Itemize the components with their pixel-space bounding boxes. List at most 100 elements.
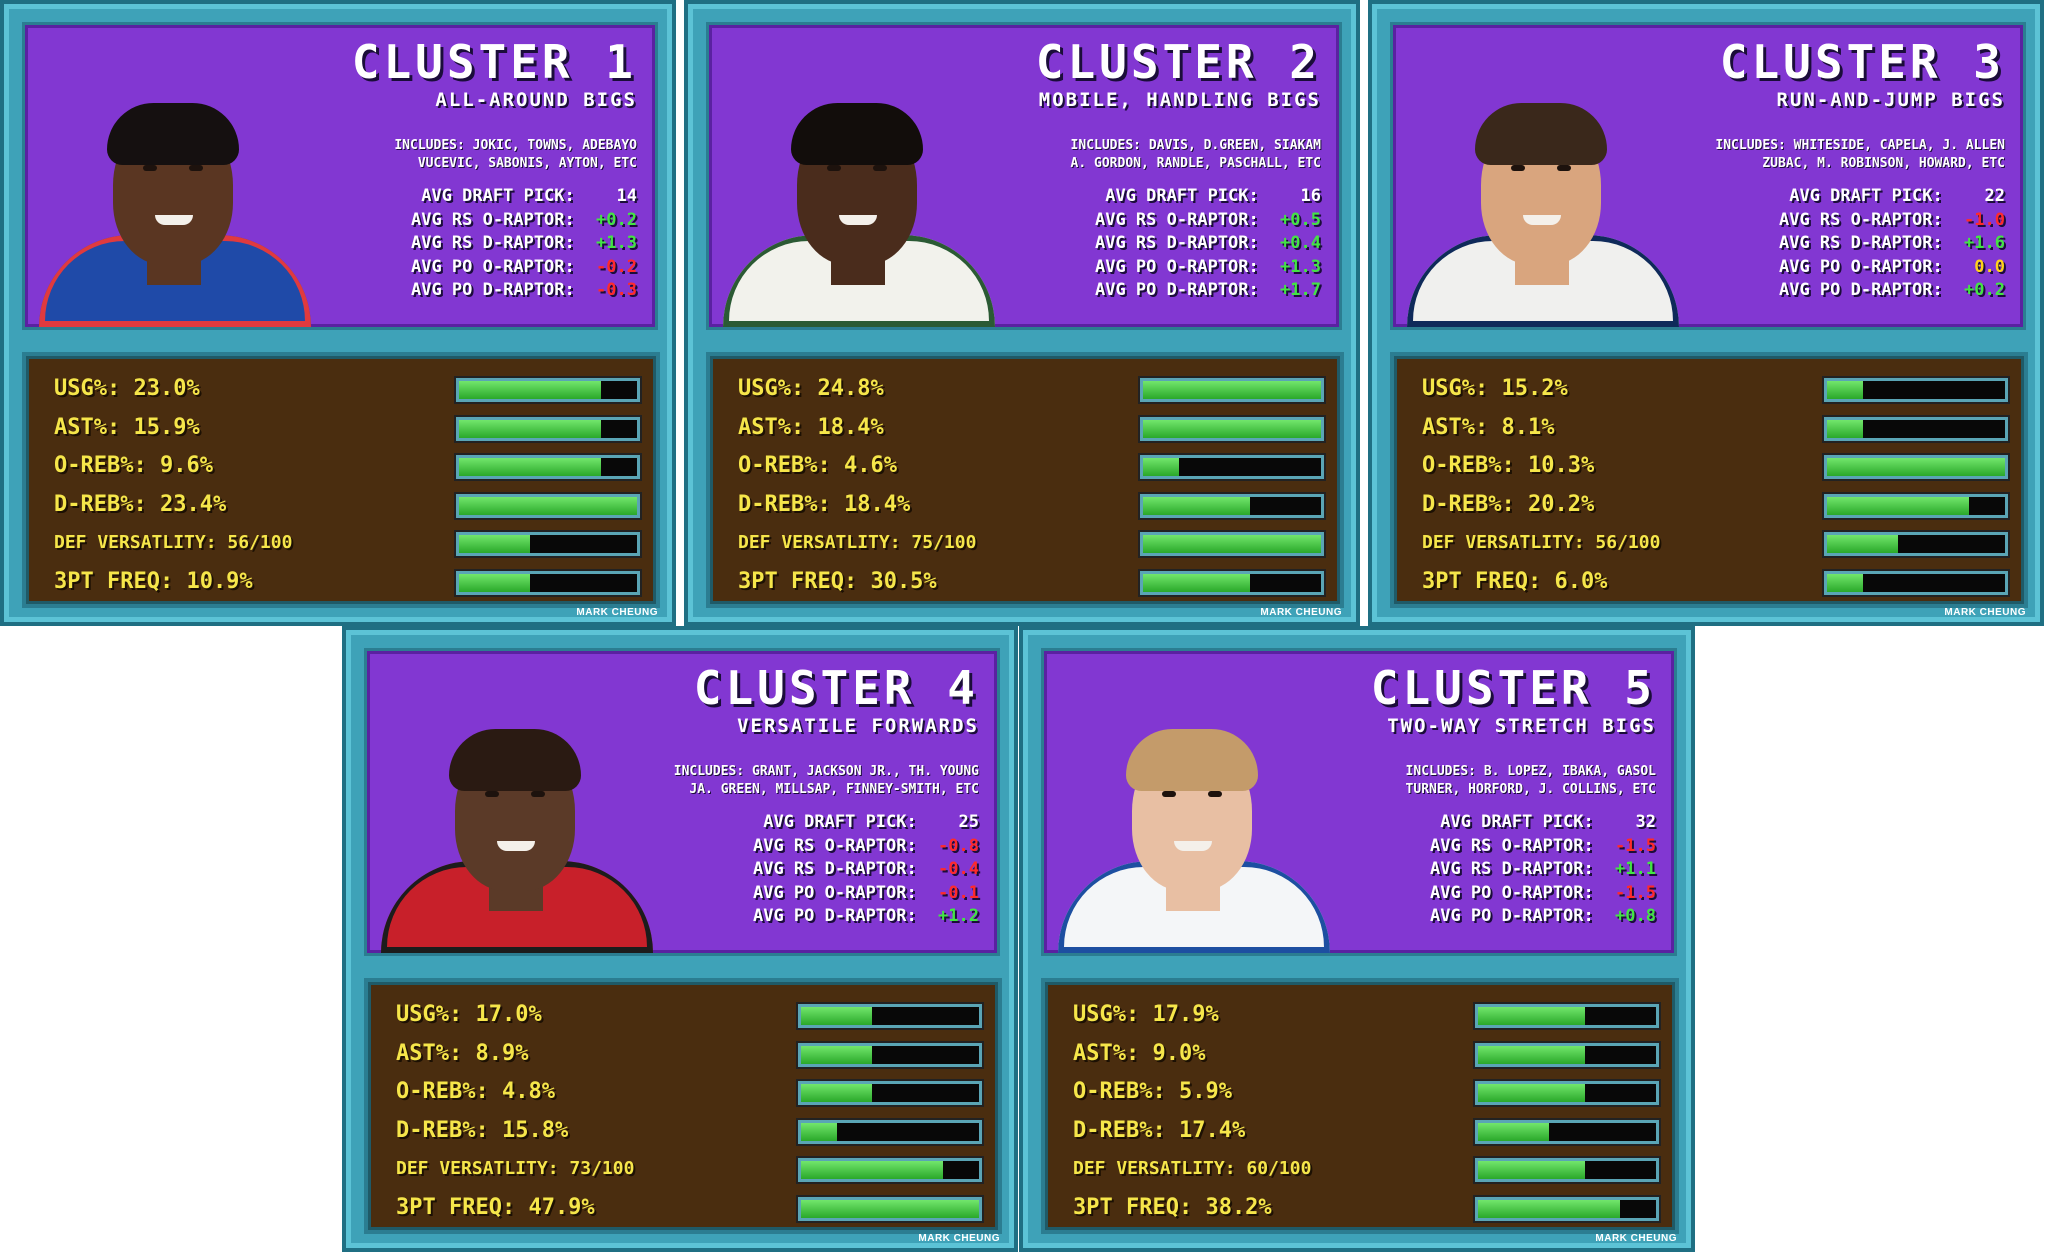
po-d-raptor-row: AVG PO D-RAPTOR: -0.3 — [411, 279, 637, 303]
metric-row: USG%: 15.2% — [1422, 374, 2012, 404]
rs-d-raptor-value: +1.3 — [596, 233, 637, 253]
eye-right — [1557, 165, 1571, 171]
cluster-subtitle: ALL-AROUND BIGS — [435, 89, 637, 111]
metric-bar-fill — [801, 1122, 837, 1141]
player-photo — [39, 95, 311, 327]
metric-bar-fill — [1478, 1122, 1550, 1141]
smile — [1174, 841, 1212, 851]
po-d-raptor-row: AVG PO D-RAPTOR: +0.2 — [1779, 279, 2005, 303]
draft-pick-label: AVG DRAFT PICK: — [1789, 186, 1943, 206]
eye-right — [531, 791, 545, 797]
metric-bar — [1475, 1042, 1659, 1067]
rs-d-raptor-label: AVG RS D-RAPTOR: — [752, 859, 917, 879]
metric-label: D-REB%: 20.2% — [1422, 491, 1595, 517]
metric-row: DEF VERSATLITY: 56/100 — [54, 528, 644, 558]
rs-d-raptor-row: AVG RS D-RAPTOR: +1.3 — [411, 232, 637, 256]
metric-label: D-REB%: 17.4% — [1073, 1117, 1246, 1143]
po-o-raptor-value: -0.2 — [596, 256, 637, 277]
metric-bar-fill — [459, 419, 602, 438]
cluster-card-5: CLUSTER 5 TWO-WAY STRETCH BIGS INCLUDES:… — [1019, 626, 1695, 1252]
metric-bar — [798, 1158, 982, 1182]
metric-label: 3PT FREQ: 6.0% — [1422, 568, 1608, 594]
rs-d-raptor-row: AVG RS D-RAPTOR: +0.4 — [1095, 232, 1321, 256]
rs-d-raptor-value: +1.6 — [1964, 233, 2005, 253]
eye-right — [873, 165, 887, 171]
metric-label: D-REB%: 15.8% — [396, 1117, 569, 1143]
po-d-raptor-row: AVG PO D-RAPTOR: +1.2 — [753, 905, 979, 929]
metric-bar — [1824, 378, 2008, 402]
po-o-raptor-label: AVG PO O-RAPTOR: — [752, 882, 917, 903]
smile — [839, 215, 877, 225]
metric-bar-fill — [459, 496, 637, 515]
draft-pick-label: AVG DRAFT PICK: — [1105, 186, 1259, 206]
metric-bar — [1824, 455, 2008, 479]
metric-row: 3PT FREQ: 10.9% — [54, 567, 644, 597]
eye-right — [189, 165, 203, 171]
includes-list: INCLUDES: B. LOPEZ, IBAKA, GASOL TURNER,… — [1406, 763, 1656, 799]
rs-d-raptor-label: AVG RS D-RAPTOR: — [410, 233, 575, 253]
metric-bar — [1824, 532, 2008, 556]
rs-o-raptor-label: AVG RS O-RAPTOR: — [410, 209, 575, 230]
rs-o-raptor-label: AVG RS O-RAPTOR: — [752, 835, 917, 856]
metric-label: AST%: 8.9% — [396, 1040, 529, 1066]
metric-row: O-REB%: 9.6% — [54, 451, 644, 481]
metric-bar-fill — [1827, 458, 2005, 476]
metrics-panel: USG%: 24.8% AST%: 18.4% O-REB%: 4.6% D-REB%… — [706, 352, 1344, 608]
metric-row: USG%: 23.0% — [54, 374, 644, 404]
cluster-header-panel: CLUSTER 4 VERSATILE FORWARDS INCLUDES: G… — [364, 648, 1000, 956]
metric-row: D-REB%: 23.4% — [54, 490, 644, 520]
po-d-raptor-label: AVG PO D-RAPTOR: — [1778, 280, 1943, 300]
includes-line-2: TURNER, HORFORD, J. COLLINS, ETC — [1405, 782, 1656, 797]
raptor-stats: AVG DRAFT PICK: 14 AVG RS O-RAPTOR: +0.2… — [411, 185, 637, 303]
metric-label: AST%: 8.1% — [1422, 414, 1555, 440]
metric-label: 3PT FREQ: 38.2% — [1073, 1194, 1272, 1220]
includes-list: INCLUDES: GRANT, JACKSON JR., TH. YOUNG … — [674, 763, 979, 799]
metric-row: 3PT FREQ: 6.0% — [1422, 567, 2012, 597]
metric-bar — [1824, 570, 2008, 595]
metric-row: USG%: 17.0% — [396, 1000, 986, 1030]
metric-bar-fill — [459, 535, 531, 553]
po-d-raptor-row: AVG PO D-RAPTOR: +1.7 — [1095, 279, 1321, 303]
metric-bar — [1475, 1119, 1659, 1144]
mouth — [497, 841, 535, 851]
includes-line-1: INCLUDES: B. LOPEZ, IBAKA, GASOL — [1405, 764, 1656, 779]
metric-label: D-REB%: 23.4% — [54, 491, 227, 517]
metric-bar-fill — [801, 1161, 944, 1179]
metric-label: USG%: 15.2% — [1422, 376, 1568, 401]
rs-o-raptor-row: AVG RS O-RAPTOR: -1.0 — [1779, 209, 2005, 233]
metric-row: AST%: 8.1% — [1422, 413, 2012, 443]
smile — [155, 215, 193, 225]
draft-pick-label: AVG DRAFT PICK: — [421, 186, 575, 206]
po-d-raptor-label: AVG PO D-RAPTOR: — [1094, 280, 1259, 300]
metric-label: 3PT FREQ: 30.5% — [738, 568, 937, 594]
eye-right — [1208, 791, 1222, 797]
author-credit: MARK CHEUNG — [1944, 607, 2026, 618]
rs-o-raptor-value: -1.0 — [1964, 209, 2005, 230]
metric-label: D-REB%: 18.4% — [738, 491, 911, 517]
po-d-raptor-label: AVG PO D-RAPTOR: — [410, 280, 575, 300]
metric-bar-fill — [1143, 458, 1179, 476]
hair-shape — [107, 103, 239, 165]
draft-pick-value: 25 — [958, 812, 979, 832]
po-d-raptor-row: AVG PO D-RAPTOR: +0.8 — [1430, 905, 1656, 929]
metric-bar — [456, 416, 640, 441]
metric-row: DEF VERSATLITY: 75/100 — [738, 528, 1328, 558]
cluster-header-panel: CLUSTER 1 ALL-AROUND BIGS INCLUDES: JOKI… — [22, 22, 658, 330]
metric-row: D-REB%: 15.8% — [396, 1116, 986, 1146]
po-o-raptor-row: AVG PO O-RAPTOR: 0.0 — [1779, 256, 2005, 280]
metric-bar-fill — [1827, 381, 1863, 399]
metric-bar — [1140, 493, 1324, 518]
rs-o-raptor-row: AVG RS O-RAPTOR: +0.2 — [411, 209, 637, 233]
metric-bar — [798, 1004, 982, 1028]
metric-bar — [1140, 570, 1324, 595]
po-o-raptor-row: AVG PO O-RAPTOR: -1.5 — [1430, 882, 1656, 906]
includes-list: INCLUDES: WHITESIDE, CAPELA, J. ALLEN ZU… — [1715, 137, 2005, 173]
rs-o-raptor-value: -0.8 — [938, 835, 979, 856]
metric-row: USG%: 17.9% — [1073, 1000, 1663, 1030]
metric-label: 3PT FREQ: 10.9% — [54, 568, 253, 594]
metric-bar-fill — [801, 1199, 979, 1218]
metric-bar — [456, 378, 640, 402]
po-o-raptor-label: AVG PO O-RAPTOR: — [410, 256, 575, 277]
metric-bar-fill — [1143, 419, 1321, 438]
po-o-raptor-value: 0.0 — [1974, 256, 2005, 277]
